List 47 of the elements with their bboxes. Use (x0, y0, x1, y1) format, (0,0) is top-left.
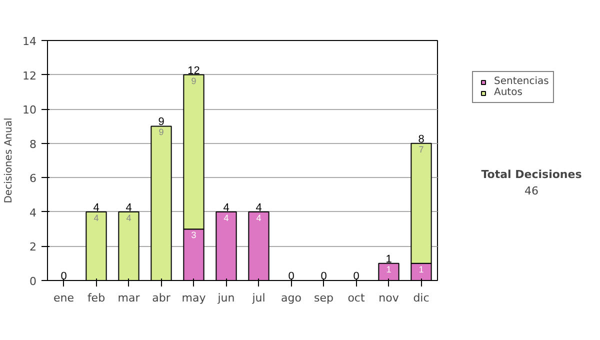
total-label: 0 (353, 270, 360, 282)
x-tick-label: jul (251, 292, 266, 304)
data-label: 3 (191, 230, 196, 240)
total-label: 12 (188, 64, 200, 77)
y-tick-label: 4 (30, 206, 36, 220)
total-label: 1 (386, 253, 392, 266)
total-label: 4 (256, 202, 262, 214)
text: 46 (524, 184, 538, 198)
y-tick-label: 12 (22, 69, 37, 82)
x-tick-label: ene (53, 292, 74, 304)
total-label: 9 (158, 116, 164, 128)
data-label: 4 (94, 212, 99, 223)
data-label: 1 (418, 264, 424, 274)
x-tick-label: oct (348, 292, 366, 304)
total-label: 0 (60, 270, 67, 282)
total-label: 8 (418, 133, 424, 146)
y-tick-label: 6 (30, 172, 36, 186)
x-tick-label: feb (87, 292, 106, 304)
data-label: 1 (386, 264, 392, 274)
legend-label: Autos (494, 87, 522, 98)
y-tick-label: 8 (30, 138, 36, 151)
data-label: 7 (418, 144, 424, 154)
y-tick-label: 2 (30, 240, 36, 254)
total-label: 4 (126, 202, 132, 214)
x-tick-label: abr (152, 292, 171, 304)
data-label: 4 (256, 212, 262, 223)
x-tick-label: dic (413, 292, 430, 304)
x-tick-label: may (182, 292, 206, 304)
data-label: 4 (126, 212, 132, 223)
legend-label: Sentencias (494, 76, 549, 87)
x-tick-label: ago (281, 292, 302, 304)
total-label: 4 (93, 202, 100, 214)
x-tick-label: jun (216, 292, 235, 304)
x-tick-label: nov (378, 292, 400, 304)
total-label: 0 (320, 270, 327, 282)
text: Total Decisiones (481, 168, 582, 182)
y-tick-label: 14 (22, 35, 37, 48)
data-label: 9 (158, 127, 164, 138)
x-tick-label: mar (118, 292, 140, 304)
y-tick-label: 10 (22, 104, 37, 117)
y-axis-title: Decisiones Anual (4, 118, 15, 204)
data-label: 9 (191, 76, 196, 86)
total-label: 4 (223, 202, 230, 214)
x-tick-label: sep (314, 292, 334, 304)
data-label: 4 (224, 212, 229, 223)
total-label: 0 (288, 270, 294, 282)
y-tick-label: 0 (30, 275, 36, 288)
